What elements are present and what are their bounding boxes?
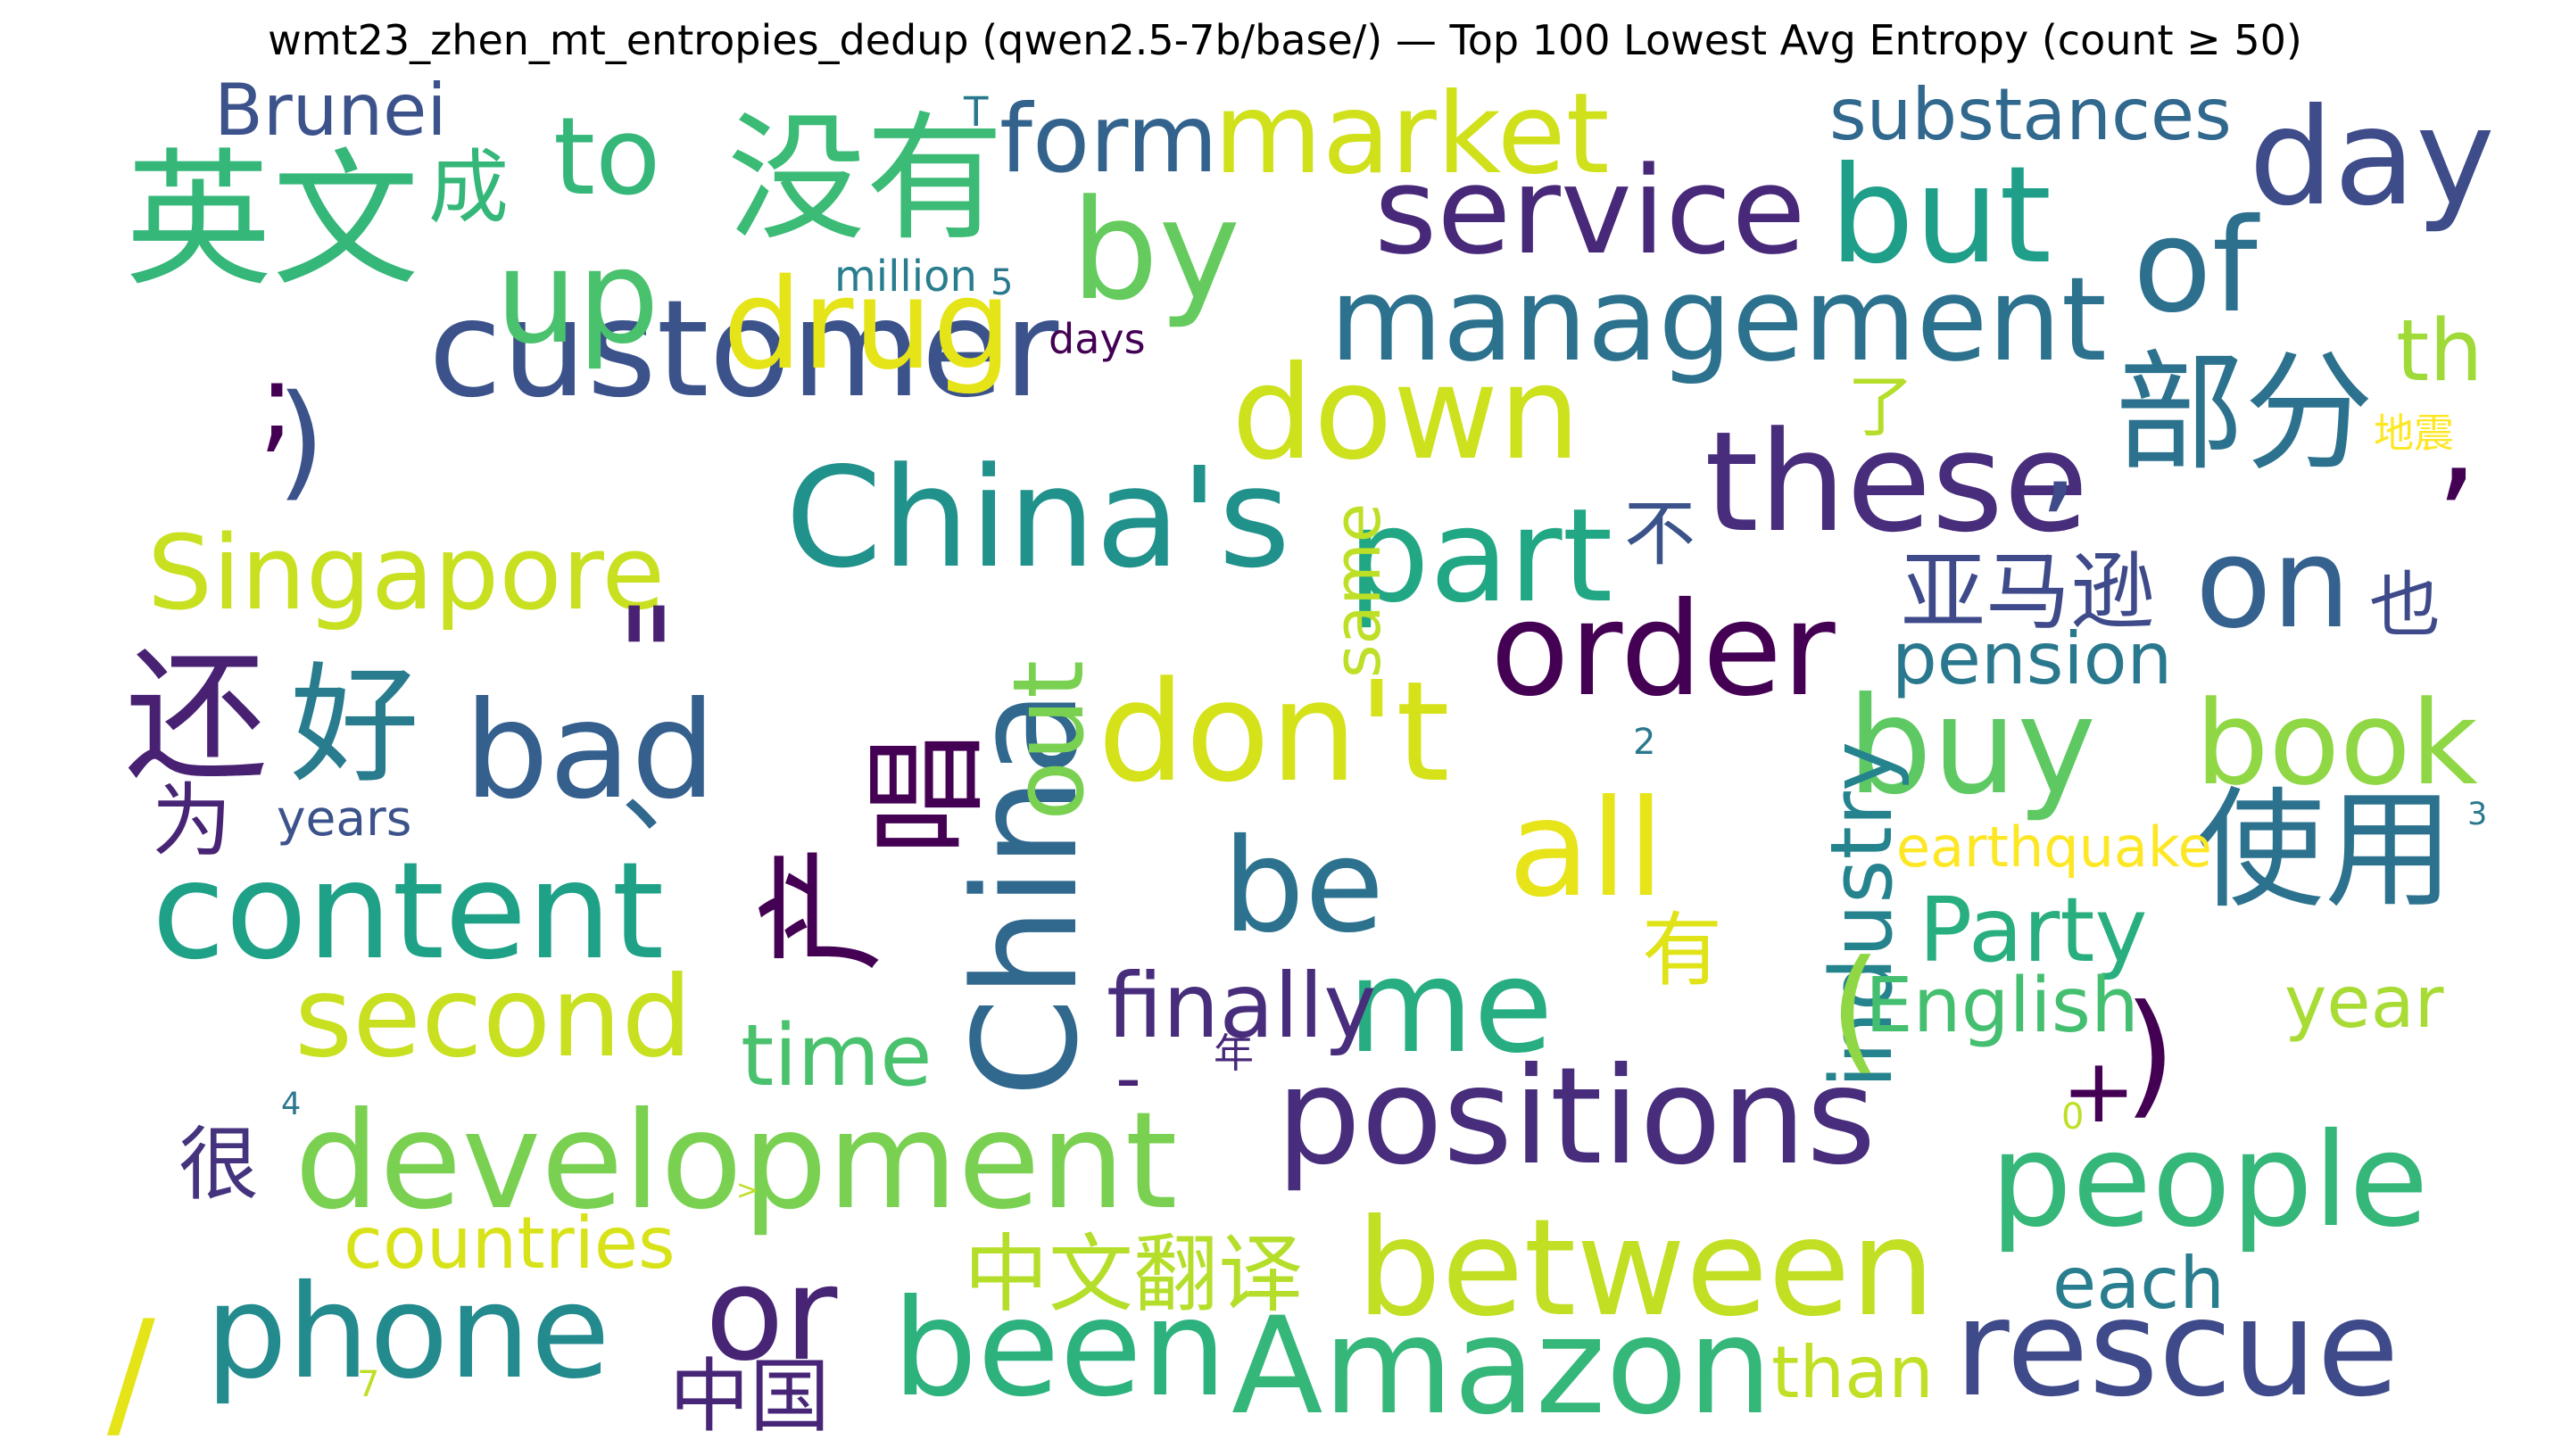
- cloud-word: people: [1990, 1105, 2429, 1257]
- cloud-word: China's: [785, 436, 1291, 599]
- cloud-word: 没有: [727, 97, 1004, 260]
- cloud-word: ): [277, 368, 326, 515]
- cloud-word: development: [294, 1084, 1178, 1239]
- cloud-word: down: [1231, 338, 1581, 490]
- cloud-word: don't: [1098, 650, 1450, 813]
- cloud-word: Singapore: [147, 513, 666, 633]
- cloud-word: market: [1214, 69, 1610, 199]
- cloud-word: 也: [2369, 564, 2441, 648]
- cloud-word: 中文翻译: [964, 1226, 1304, 1325]
- cloud-word: out: [991, 659, 1106, 821]
- cloud-word: /: [107, 1288, 155, 1456]
- cloud-word: service: [1374, 141, 1806, 282]
- cloud-word: be: [1223, 811, 1385, 963]
- cloud-word: countries: [344, 1202, 676, 1286]
- cloud-word: >: [736, 1175, 759, 1207]
- cloud-word: Amazon: [1231, 1289, 1773, 1444]
- cloud-word: customer: [428, 272, 1059, 427]
- cloud-word: 还: [125, 633, 269, 800]
- cloud-word: each: [2052, 1242, 2225, 1326]
- cloud-word: than: [1771, 1331, 1934, 1415]
- cloud-word: these: [1704, 401, 2089, 563]
- cloud-word: form: [999, 84, 1218, 194]
- cloud-word: ,: [2039, 382, 2079, 528]
- figure-title: wmt23_zhen_mt_entropies_dedup (qwen2.5-7…: [268, 16, 2302, 64]
- cloud-word: 唱: [855, 731, 1000, 856]
- cloud-word: million: [834, 251, 977, 302]
- cloud-word: to: [553, 95, 661, 219]
- cloud-word: on: [2195, 511, 2351, 658]
- cloud-word: 4: [281, 1087, 302, 1123]
- cloud-word: bad: [464, 674, 717, 829]
- cloud-word: 很: [178, 1118, 259, 1212]
- cloud-word: book: [2195, 675, 2478, 812]
- cloud-word: 英文: [125, 134, 419, 306]
- cloud-word: 好: [290, 650, 419, 802]
- cloud-word: buy: [1847, 669, 2097, 824]
- cloud-word: same: [1320, 502, 1395, 678]
- cloud-word: second: [294, 952, 692, 1082]
- cloud-word: but: [1829, 138, 2052, 294]
- cloud-word: finally: [1107, 954, 1377, 1058]
- cloud-word: English: [1865, 962, 2139, 1051]
- cloud-word: day: [2249, 80, 2495, 236]
- cloud-word: 为: [152, 774, 232, 869]
- cloud-word: 7: [357, 1364, 380, 1406]
- cloud-word: of: [2133, 191, 2258, 343]
- cloud-word: 成: [428, 141, 509, 236]
- cloud-word: 亚马逊: [1901, 543, 2156, 642]
- cloud-word: 、: [620, 724, 727, 848]
- cloud-word: years: [277, 789, 412, 847]
- cloud-word: 部分: [2115, 338, 2374, 490]
- cloud-word: ;: [259, 340, 295, 465]
- cloud-word: positions: [1276, 1039, 1877, 1195]
- cloud-word: drug: [723, 252, 1013, 399]
- cloud-word: rescue: [1954, 1271, 2400, 1427]
- cloud-word: Brunei: [214, 69, 447, 153]
- cloud-word: T: [964, 88, 989, 136]
- cloud-word: by: [1071, 169, 1241, 331]
- cloud-word: substances: [1829, 73, 2232, 157]
- cloud-word: ): [2124, 977, 2176, 1132]
- cloud-word: 地震: [2374, 410, 2455, 458]
- cloud-word: all: [1508, 772, 1665, 927]
- cloud-word: been: [892, 1271, 1227, 1427]
- cloud-word: 5: [991, 262, 1014, 304]
- cloud-word: 使用: [2195, 775, 2454, 927]
- cloud-word: 中国: [669, 1350, 830, 1444]
- cloud-word: 产: [748, 843, 899, 972]
- cloud-word: Party: [1919, 878, 2148, 982]
- cloud-word: th: [2396, 302, 2483, 401]
- cloud-word: 有: [1642, 904, 1722, 998]
- cloud-word: pension: [1892, 617, 2173, 701]
- cloud-word: (: [1829, 932, 1882, 1088]
- cloud-word: 0: [2061, 1096, 2085, 1138]
- cloud-word: phone: [205, 1257, 610, 1409]
- cloud-word: management: [1330, 252, 2107, 388]
- cloud-word: ,: [2436, 361, 2479, 517]
- cloud-word: +: [2061, 1038, 2136, 1143]
- cloud-word: or: [705, 1239, 838, 1391]
- cloud-word: ": [616, 580, 677, 735]
- cloud-word: year: [2284, 961, 2444, 1045]
- cloud-word: 3: [2467, 797, 2488, 833]
- cloud-word: 2: [1633, 722, 1656, 764]
- cloud-word: order: [1490, 575, 1836, 726]
- cloud-word: -: [1115, 1037, 1141, 1121]
- cloud-word: time: [741, 1007, 933, 1106]
- cloud-word: 不: [1624, 492, 1695, 576]
- cloud-word: me: [1347, 931, 1554, 1083]
- cloud-word: between: [1356, 1191, 1936, 1346]
- cloud-word: earthquake: [1896, 815, 2212, 881]
- cloud-word: 年: [1214, 1030, 1255, 1078]
- cloud-word: up: [495, 222, 659, 374]
- cloud-word: content: [152, 834, 665, 989]
- cloud-word: part: [1347, 481, 1613, 633]
- cloud-word: days: [1049, 315, 1146, 364]
- cloud-word: 了: [1847, 367, 1915, 446]
